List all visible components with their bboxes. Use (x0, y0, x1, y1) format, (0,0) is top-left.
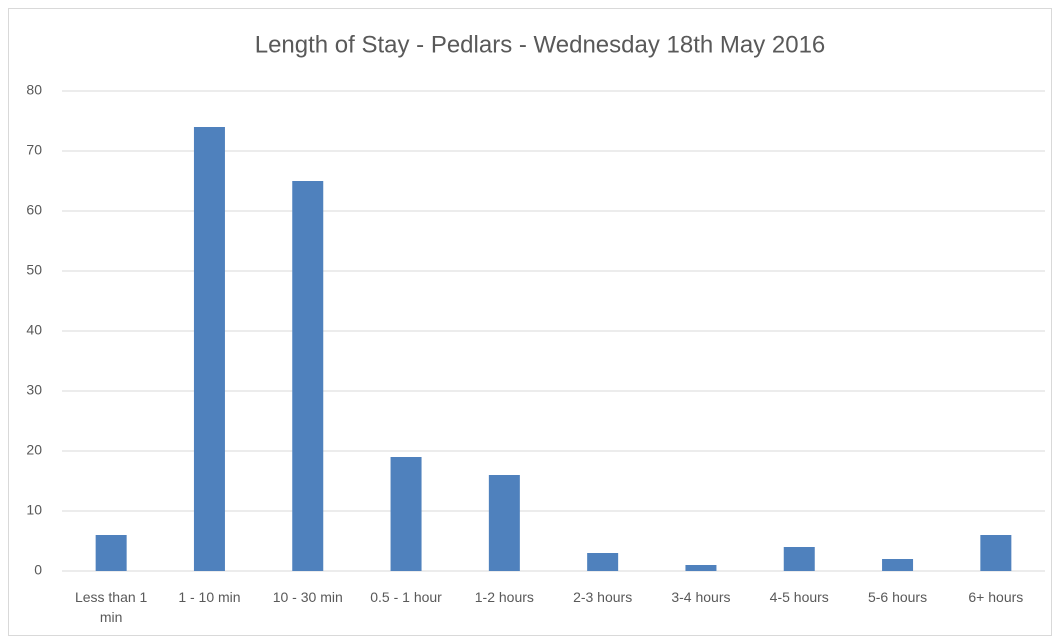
y-tick-label: 20 (26, 442, 42, 458)
y-tick-label: 80 (26, 82, 42, 98)
x-tick-label: 4-5 hours (769, 589, 829, 605)
bar (488, 475, 520, 571)
bar (292, 181, 324, 571)
x-tick-label: 6+ hours (968, 589, 1024, 605)
bar (685, 565, 717, 571)
bar (882, 559, 914, 571)
x-tick-label: 10 - 30 min (272, 589, 343, 605)
bar (390, 457, 422, 571)
y-tick-label: 40 (26, 322, 42, 338)
bar (783, 547, 815, 571)
x-tick-label: Less than 1 min (74, 589, 148, 625)
y-tick-label: 0 (34, 562, 42, 578)
y-tick-label: 50 (26, 262, 42, 278)
y-tick-label: 60 (26, 202, 42, 218)
y-tick-label: 30 (26, 382, 42, 398)
bar (95, 535, 127, 571)
x-tick-label: 1-2 hours (474, 589, 534, 605)
chart-title: Length of Stay - Pedlars - Wednesday 18t… (255, 31, 826, 58)
x-tick-label: 3-4 hours (671, 589, 731, 605)
bar (193, 127, 225, 571)
x-tick-label: 0.5 - 1 hour (370, 589, 442, 605)
y-tick-label: 70 (26, 142, 42, 158)
x-tick-label: 5-6 hours (867, 589, 928, 605)
y-tick-label: 10 (26, 502, 42, 518)
bar (980, 535, 1012, 571)
bar (587, 553, 619, 571)
x-tick-label: 1 - 10 min (178, 589, 241, 605)
x-tick-label: 2-3 hours (573, 589, 633, 605)
chart-border (8, 8, 1052, 636)
